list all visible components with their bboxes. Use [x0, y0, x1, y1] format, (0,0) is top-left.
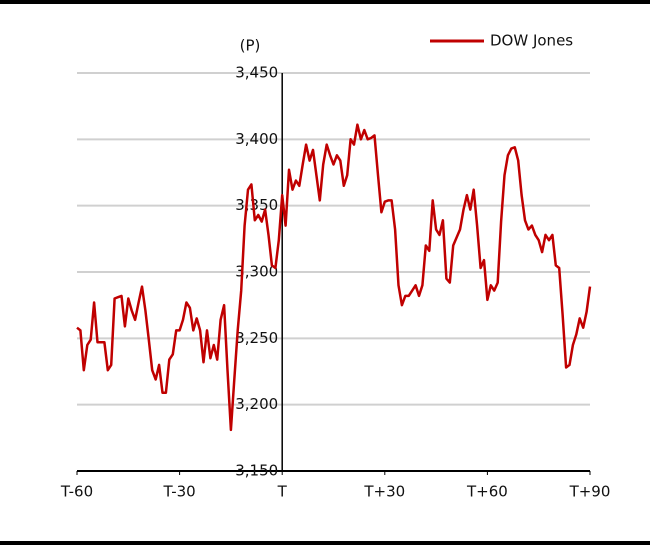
x-tick-label: T+30 [363, 483, 405, 501]
x-tick-label: T+90 [569, 483, 611, 501]
y-tick-label: 3,450 [235, 64, 278, 82]
legend-label: DOW Jones [490, 32, 573, 50]
y-tick-label: 3,200 [235, 395, 278, 413]
x-tick-label: T-30 [162, 483, 195, 501]
y-axis-label: (P) [240, 37, 261, 55]
y-tick-label: 3,400 [235, 130, 278, 148]
line-series [76, 123, 592, 432]
x-tick-label: T [277, 483, 288, 501]
bottom-rule [0, 541, 650, 545]
top-rule [0, 0, 650, 4]
y-tick-label: 3,150 [235, 462, 278, 480]
y-tick-label: 3,300 [235, 263, 278, 281]
y-tick-label: 3,350 [235, 196, 278, 214]
x-tick-label: T-60 [60, 483, 93, 501]
x-tick-label: T+60 [466, 483, 508, 501]
y-tick-label: 3,250 [235, 329, 278, 347]
